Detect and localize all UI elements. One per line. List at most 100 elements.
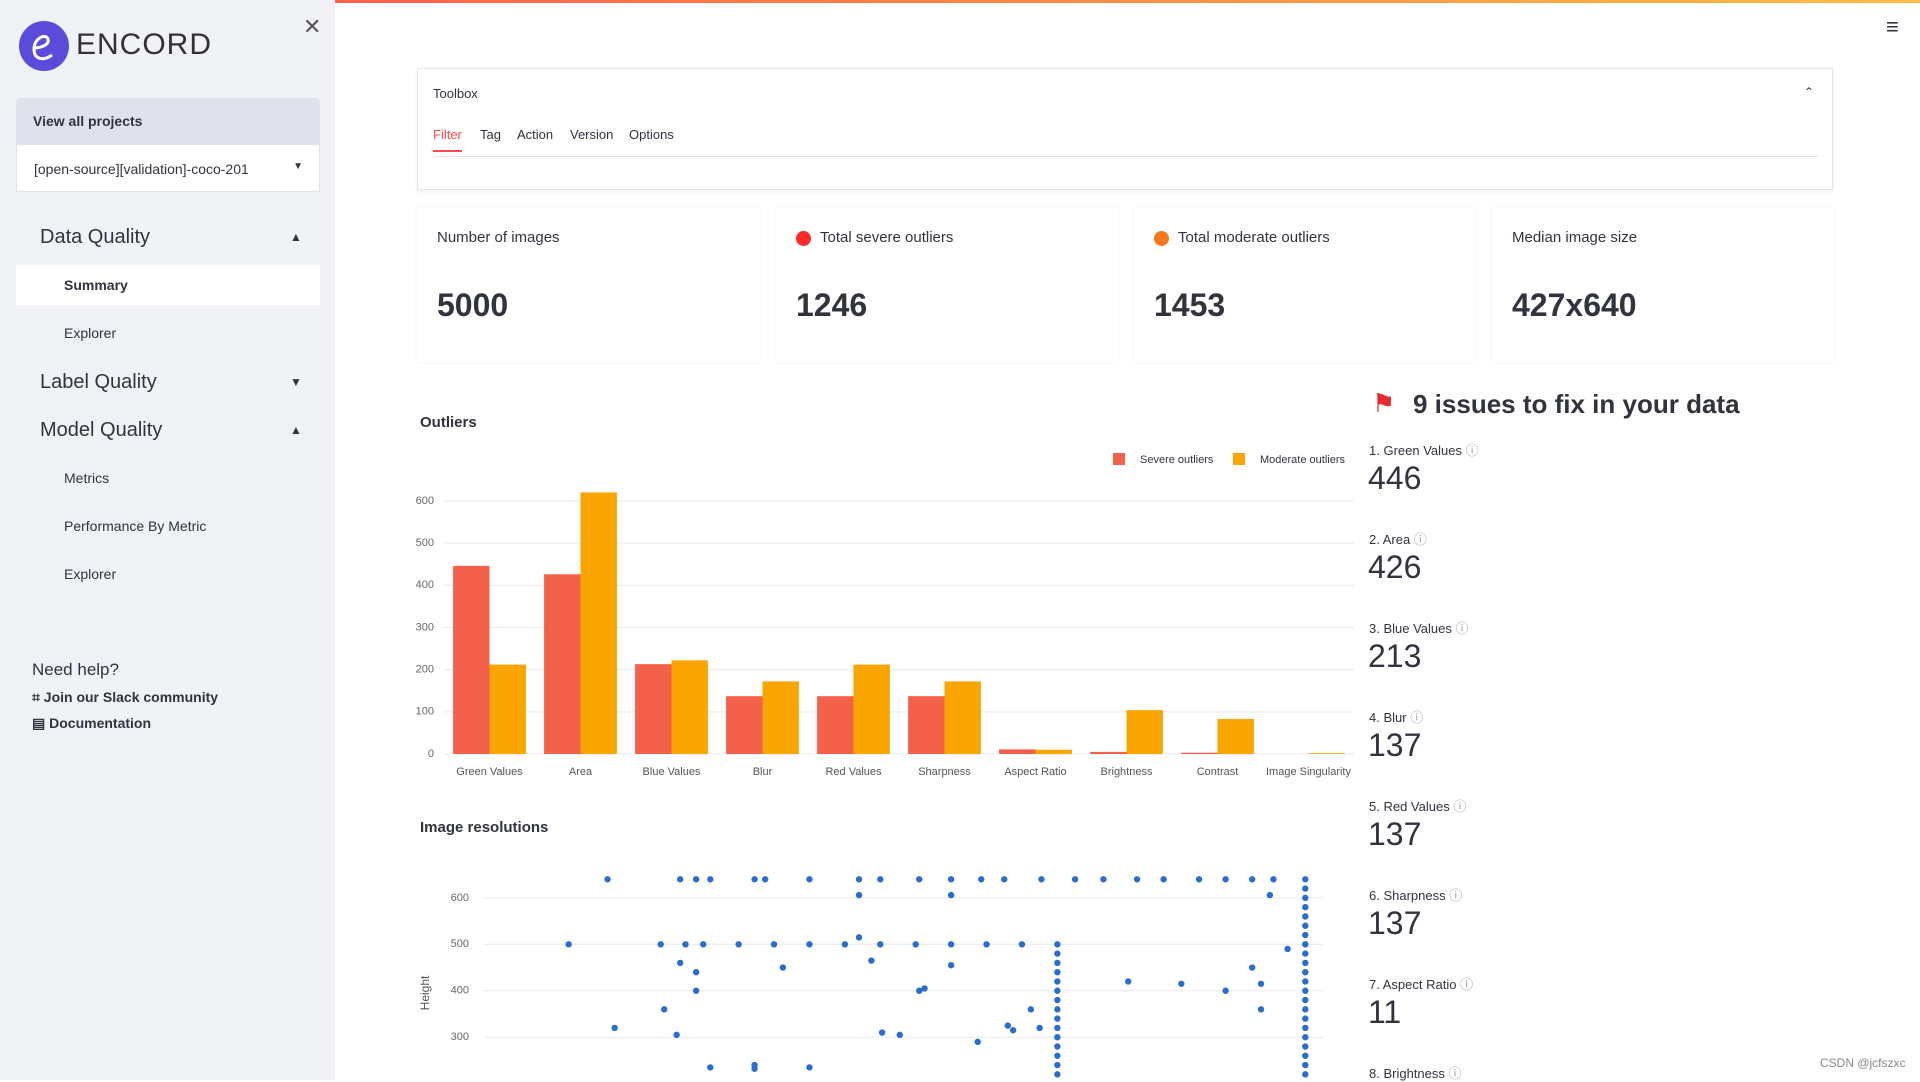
- help-link[interactable]: ⌗ Join our Slack community: [32, 689, 219, 705]
- bar: [853, 664, 890, 754]
- logo: [19, 21, 69, 71]
- point: [1054, 1015, 1061, 1022]
- point: [877, 876, 884, 883]
- point: [1054, 1034, 1061, 1041]
- point: [947, 962, 955, 969]
- toolbox-title[interactable]: Toolbox: [433, 86, 478, 101]
- nav-item[interactable]: Metrics: [64, 470, 110, 486]
- tab[interactable]: Options: [629, 127, 674, 142]
- metric-label: Median image size: [1512, 229, 1638, 246]
- legend-swatch: [1233, 453, 1245, 465]
- issue-value: 446: [1368, 460, 1422, 496]
- issue-label: 6. Sharpness ⓘ: [1369, 888, 1463, 903]
- point: [1257, 1006, 1265, 1013]
- bar: [671, 660, 708, 754]
- project-name: [open-source][validation]-coco-201: [34, 161, 249, 177]
- point: [1257, 980, 1265, 987]
- point: [1178, 980, 1185, 987]
- point: [676, 876, 684, 883]
- point: [1302, 987, 1309, 994]
- tab[interactable]: Version: [570, 127, 614, 142]
- view-all-projects[interactable]: View all projects: [16, 98, 320, 144]
- x-tick-label: Red Values: [825, 766, 882, 778]
- menu-button[interactable]: ≡: [1886, 14, 1899, 39]
- x-tick-label: Blue Values: [643, 766, 701, 778]
- metric-card: Number of images 5000: [417, 207, 760, 362]
- point: [692, 968, 700, 976]
- issue-value: 426: [1368, 549, 1422, 585]
- point: [1071, 876, 1079, 883]
- point: [1054, 959, 1061, 967]
- point: [947, 891, 955, 899]
- tab[interactable]: Filter: [433, 127, 462, 152]
- point: [779, 964, 787, 971]
- point: [661, 1006, 668, 1013]
- point: [878, 1029, 886, 1036]
- chevron: ▲: [290, 230, 302, 244]
- nav-section[interactable]: Model Quality: [40, 419, 163, 441]
- point: [921, 985, 928, 992]
- chevron: ▼: [290, 375, 302, 389]
- point: [877, 941, 884, 948]
- x-tick-label: Aspect Ratio: [1004, 766, 1066, 778]
- metric-card: Total moderate outliers 1453: [1134, 207, 1475, 362]
- point: [770, 941, 778, 948]
- issues-title: 9 issues to fix in your data: [1413, 389, 1740, 419]
- top-bar: [0, 0, 1920, 3]
- point: [1054, 1052, 1061, 1059]
- point: [1038, 876, 1045, 883]
- bar: [1126, 710, 1163, 754]
- toolbox: Toolbox ⌃ Filter Tag Action Version Opti…: [417, 68, 1833, 190]
- point: [1133, 876, 1141, 883]
- nav-section[interactable]: Data Quality: [40, 226, 151, 248]
- point: [1302, 1024, 1309, 1032]
- point: [707, 876, 714, 883]
- legend-label: Moderate outliers: [1260, 454, 1345, 466]
- metric-value: 1246: [796, 287, 868, 323]
- metric-label: Total severe outliers: [820, 229, 954, 246]
- point: [761, 876, 769, 883]
- x-tick-label: Image Singularity: [1266, 766, 1351, 778]
- point: [692, 987, 700, 994]
- y-tick-label: 400: [451, 985, 469, 997]
- tab[interactable]: Tag: [480, 127, 501, 142]
- help-title: Need help?: [32, 660, 119, 679]
- help-link[interactable]: ▤ Documentation: [32, 715, 152, 731]
- bar: [1181, 752, 1218, 754]
- bar: [999, 749, 1036, 754]
- point: [657, 941, 664, 948]
- metric-label: Total moderate outliers: [1178, 229, 1330, 246]
- y-axis-label: Height: [418, 975, 432, 1010]
- point: [1284, 945, 1291, 953]
- chevron: ▲: [290, 423, 302, 437]
- collapse[interactable]: ⌃: [1803, 85, 1814, 99]
- point: [1054, 1024, 1061, 1032]
- bar: [817, 696, 854, 754]
- nav-section[interactable]: Label Quality: [40, 371, 157, 393]
- metric-card: Median image size 427x640: [1492, 207, 1834, 362]
- point: [1054, 1043, 1061, 1050]
- issue-value: 11: [1368, 994, 1402, 1030]
- tab[interactable]: Action: [517, 127, 554, 142]
- project-select[interactable]: [open-source][validation]-coco-201 ▼: [16, 144, 320, 192]
- point: [1302, 978, 1309, 985]
- nav-item[interactable]: Summary: [64, 277, 128, 293]
- point: [1302, 968, 1309, 976]
- y-tick-label: 500: [416, 537, 434, 549]
- point: [611, 1024, 618, 1032]
- point: [1054, 1061, 1061, 1069]
- metric-card: Total severe outliers 1246: [776, 207, 1118, 362]
- point: [604, 876, 611, 883]
- close-button[interactable]: ✕: [303, 14, 322, 39]
- point: [1302, 894, 1309, 902]
- issue-value: 137: [1368, 816, 1422, 852]
- chart-title: Outliers: [420, 414, 477, 431]
- legend-label: Severe outliers: [1140, 454, 1214, 466]
- nav-item[interactable]: Explorer: [64, 325, 117, 341]
- nav-item[interactable]: Explorer: [64, 566, 117, 582]
- y-tick-label: 600: [451, 892, 469, 904]
- bar: [1035, 749, 1072, 754]
- nav-item[interactable]: Performance By Metric: [64, 518, 207, 534]
- point: [916, 876, 923, 883]
